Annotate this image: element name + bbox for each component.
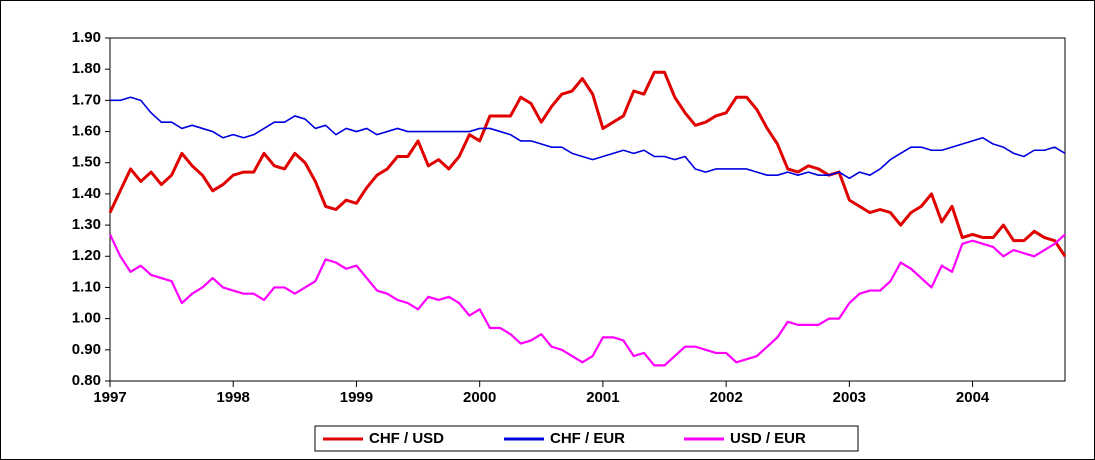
y-tick-label: 1.20: [72, 247, 101, 264]
y-tick-label: 1.50: [72, 154, 101, 171]
x-tick-label: 1997: [93, 389, 126, 406]
y-tick-label: 1.90: [72, 29, 101, 46]
legend-label: CHF / USD: [369, 430, 444, 447]
series-line: [108, 70, 1067, 258]
series-line: [109, 233, 1066, 367]
y-tick-label: 1.80: [72, 60, 101, 77]
y-tick-label: 1.70: [72, 91, 101, 108]
x-tick-label: 2004: [956, 389, 990, 406]
y-tick-label: 1.10: [72, 278, 101, 295]
x-tick-label: 2001: [586, 389, 619, 406]
x-tick-label: 1998: [217, 389, 250, 406]
legend-label: USD / EUR: [730, 430, 806, 447]
y-tick-label: 0.80: [72, 372, 101, 389]
x-tick-label: 2000: [463, 389, 496, 406]
x-tick-label: 2002: [709, 389, 742, 406]
y-tick-label: 0.90: [72, 341, 101, 358]
x-tick-label: 1999: [340, 389, 373, 406]
x-tick-label: 2003: [833, 389, 866, 406]
legend-box: [314, 425, 859, 452]
y-tick-label: 1.30: [72, 216, 101, 233]
y-tick-label: 1.40: [72, 185, 101, 202]
y-tick-label: 1.60: [72, 123, 101, 140]
legend-label: CHF / EUR: [550, 430, 625, 447]
series-line: [110, 96, 1066, 180]
y-tick-label: 1.00: [72, 310, 101, 327]
